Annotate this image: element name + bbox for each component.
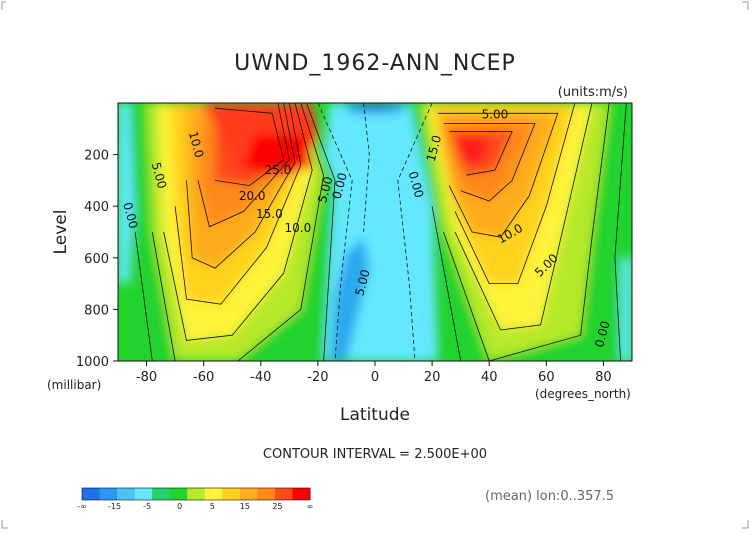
nh-contour xyxy=(420,103,610,361)
contour-label: 0.00 xyxy=(120,201,140,230)
x-axis-ticks: -80 -60 -40 -20 0 20 40 60 80 xyxy=(136,361,612,385)
nh-contour xyxy=(437,112,559,238)
colorbar-swatch xyxy=(292,488,311,500)
x-tick-label: -40 xyxy=(250,370,271,385)
sh-contour xyxy=(129,103,336,361)
easterly-pocket xyxy=(329,237,370,361)
wind-field xyxy=(118,103,632,361)
nh-contour xyxy=(426,103,593,331)
colorbar-label: 15 xyxy=(240,502,250,511)
colorbar: -∞ -15 -5 0 5 15 25 ∞ xyxy=(77,487,314,511)
colorbar-label: 0 xyxy=(177,502,182,511)
mean-note: (mean) lon:0..357.5 xyxy=(485,489,614,504)
colorbar-swatch xyxy=(152,488,171,500)
colorbar-swatch xyxy=(222,488,241,500)
contour-label: 5.00 xyxy=(315,175,335,204)
contour-label: 15.0 xyxy=(424,134,444,163)
nh-contour xyxy=(432,103,576,284)
nh-contour xyxy=(409,103,627,361)
x-tick-label: 80 xyxy=(595,370,612,385)
sh-contour xyxy=(158,103,313,341)
nh-contour xyxy=(443,123,536,202)
colorbar-swatch xyxy=(82,488,101,500)
contour-interval: CONTOUR INTERVAL = 2.500E+00 xyxy=(263,447,487,462)
nh-jet-core xyxy=(454,136,490,163)
sh-contour xyxy=(215,107,285,187)
contour-label: 5.00 xyxy=(149,161,169,190)
tropical-contour xyxy=(397,103,433,361)
tropical-contour xyxy=(363,103,370,233)
y-tick-label: 600 xyxy=(84,252,109,267)
x-tick-label: 20 xyxy=(424,370,441,385)
nh-contour xyxy=(449,131,513,176)
x-tick-label: 0 xyxy=(371,370,379,385)
x-axis-label: Latitude xyxy=(340,405,410,425)
contour-label: 25.0 xyxy=(265,163,292,177)
contour-labels: 10.05.000.0025.020.015.010.05.000.005.00… xyxy=(120,107,612,348)
contour-label: 20.0 xyxy=(239,189,266,203)
y-tick-label: 200 xyxy=(84,149,109,164)
colorbar-label: -15 xyxy=(108,502,121,511)
colorbar-frame xyxy=(81,487,311,501)
contour-label: 10.0 xyxy=(186,130,206,159)
tropical-contour xyxy=(317,103,353,361)
strong-easterlies xyxy=(357,103,393,109)
x-tick-label: 40 xyxy=(481,370,498,385)
contour-label: 0.00 xyxy=(406,170,426,199)
colorbar-swatch xyxy=(187,488,206,500)
colorbar-label: -5 xyxy=(143,502,151,511)
contour-label: 0.00 xyxy=(592,319,612,348)
contour-label: 5.00 xyxy=(352,268,372,297)
colorbar-swatch xyxy=(117,488,136,500)
colorbar-swatch xyxy=(239,488,258,500)
colorbar-swatch xyxy=(99,488,118,500)
contour-label: 10.0 xyxy=(285,221,312,235)
contour-label: 5.00 xyxy=(482,107,509,121)
y-tick-label: 400 xyxy=(84,200,109,215)
colorbar-label: 25 xyxy=(272,502,282,511)
sh-contour xyxy=(197,103,290,228)
colorbar-swatch xyxy=(169,488,188,500)
y-axis-label: Level xyxy=(51,210,71,255)
colorbar-swatch xyxy=(134,488,153,500)
sh-contour xyxy=(186,103,296,269)
y-unit-label: (millibar) xyxy=(47,378,101,392)
sh-contour xyxy=(169,103,302,305)
x-tick-label: -60 xyxy=(193,370,214,385)
x-tick-label: -80 xyxy=(136,370,157,385)
sh-contour xyxy=(146,103,325,361)
crop-marks xyxy=(1,1,749,529)
colorbar-label: ∞ xyxy=(307,502,314,511)
chart-title: UWND_1962-ANN_NCEP xyxy=(234,51,516,76)
y-axis-ticks: 200 400 600 800 1000 xyxy=(76,149,118,370)
plot-area xyxy=(118,103,632,361)
contour-lines xyxy=(129,103,627,361)
x-tick-label: -20 xyxy=(307,370,328,385)
units-label: (units:m/s) xyxy=(558,85,628,100)
colorbar-label: 5 xyxy=(210,502,215,511)
y-tick-label: 1000 xyxy=(76,355,109,370)
contour-label: 15.0 xyxy=(256,207,283,221)
colorbar-label: -∞ xyxy=(77,502,87,511)
y-tick-label: 800 xyxy=(84,303,109,318)
x-tick-label: 60 xyxy=(538,370,555,385)
x-unit-label: (degrees_north) xyxy=(535,387,631,401)
nh-polar xyxy=(620,257,632,361)
colorbar-swatch xyxy=(274,488,293,500)
contour-label: 0.00 xyxy=(330,171,350,200)
colorbar-swatch xyxy=(257,488,276,500)
colorbar-swatch xyxy=(204,488,223,500)
field-shading xyxy=(118,103,632,361)
